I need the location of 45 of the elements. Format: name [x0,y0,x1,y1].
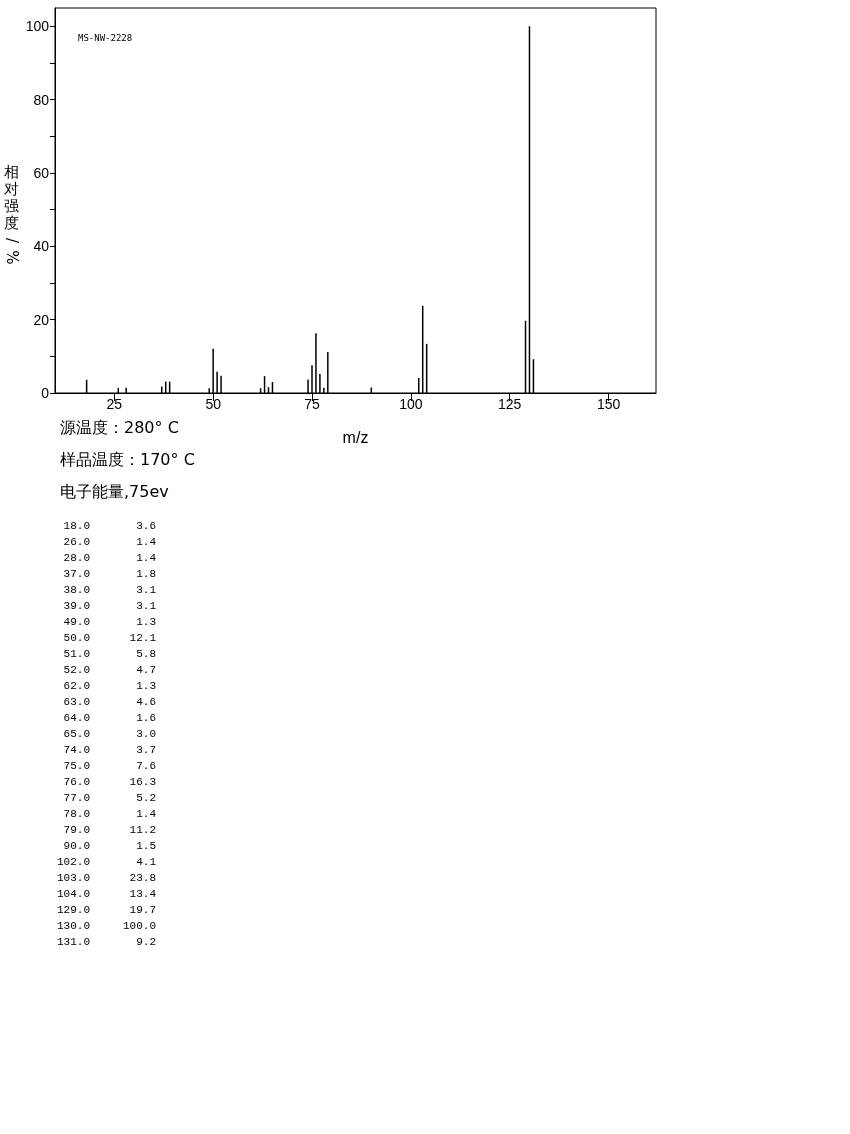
y-tick-label: 100 [25,18,50,35]
text: 79.0 11.2 [62,823,157,838]
y-tick-label: 20 [33,311,50,328]
text: 65.0 3.0 [62,727,157,742]
text: 51.0 5.8 [62,647,157,662]
x-tick-label: 150 [596,396,621,412]
text: 电子能量,75ev [60,482,169,503]
annotation: MS-NW-2228 [78,33,133,43]
text: 18.0 3.6 [62,519,157,534]
x-tick-label: 125 [498,396,522,412]
text: 131.0 9.2 [57,935,157,950]
text: 49.0 1.3 [62,615,157,630]
text: 39.0 3.1 [62,599,157,614]
x-tick-label: 75 [304,396,320,412]
text: 62.0 1.3 [62,679,157,694]
text: 源温度：280° C [60,418,179,439]
text: 78.0 1.4 [62,807,157,822]
text: 63.0 4.6 [62,695,157,710]
x-axis-title: m/z [342,428,369,446]
text: 76.0 16.3 [62,775,157,790]
text: 28.0 1.4 [62,551,157,566]
text: 129.0 19.7 [57,903,157,918]
text: 样品温度：170° C [60,450,195,471]
x-tick-label: 25 [106,396,123,412]
y-tick-label: 60 [33,165,50,181]
text: 74.0 3.7 [62,743,157,758]
text: 37.0 1.8 [62,567,157,582]
x-tick-label: 50 [205,396,222,412]
text: 50.0 12.1 [62,631,157,646]
text: 90.0 1.5 [62,839,157,854]
text: 64.0 1.6 [62,711,157,726]
text: 104.0 13.4 [57,887,157,902]
text: 102.0 4.1 [57,855,157,870]
text: 26.0 1.4 [62,535,157,550]
y-axis-title: 相对强度/% [2,163,21,266]
y-tick-label: 80 [33,91,50,108]
text: 75.0 7.6 [62,759,157,774]
text: 52.0 4.7 [62,663,157,678]
x-tick-label: 100 [399,396,423,412]
text: 103.0 23.8 [57,871,157,886]
text: 77.0 5.2 [62,791,157,806]
text: 38.0 3.1 [62,583,157,598]
text: 130.0 100.0 [57,919,157,934]
y-tick-label: 40 [33,238,50,255]
y-tick-label: 0 [41,385,50,401]
